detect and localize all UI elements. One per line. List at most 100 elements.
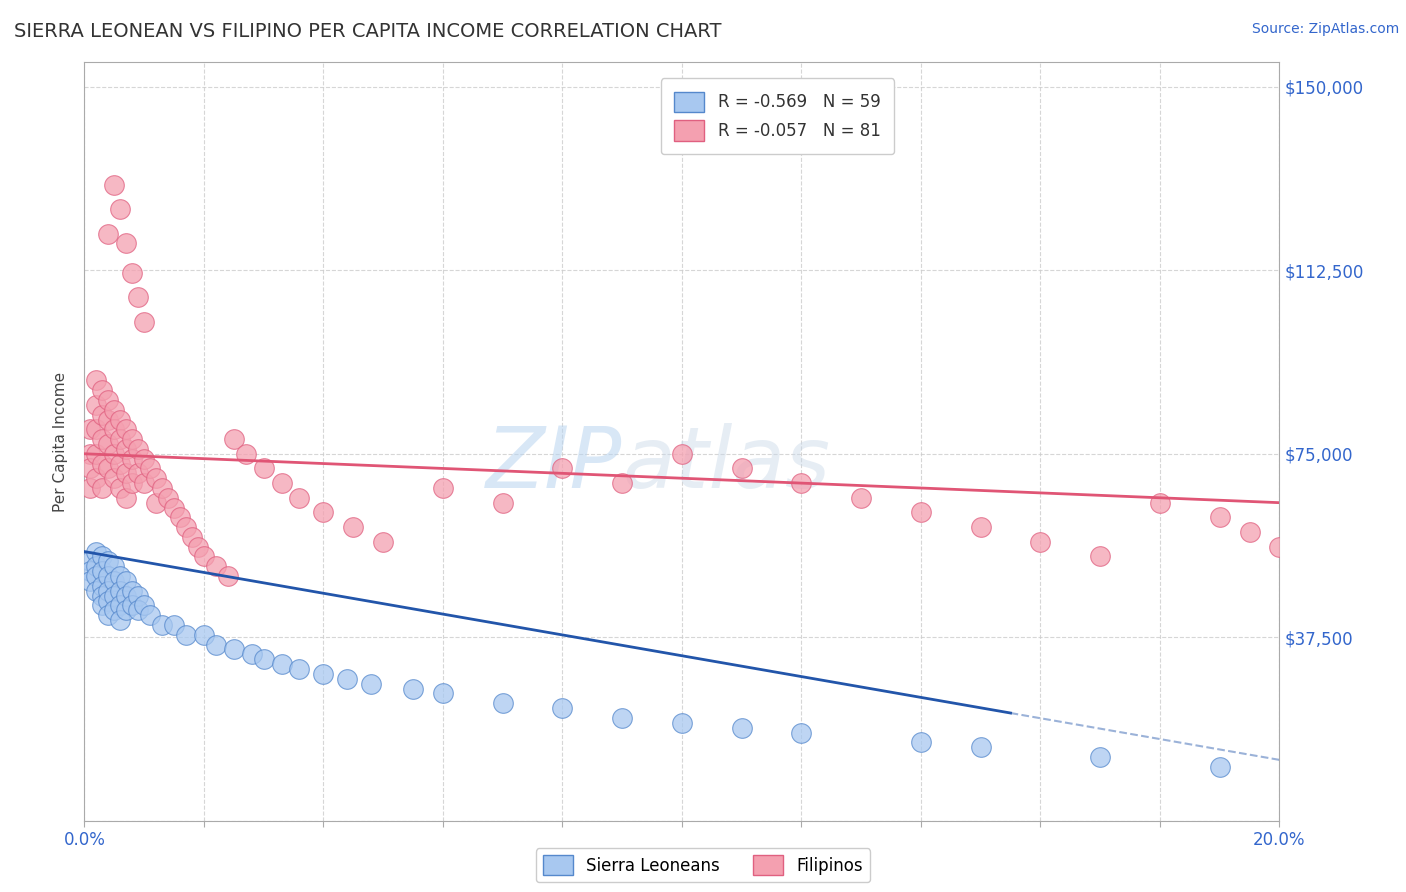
Point xyxy=(157,491,180,505)
Point xyxy=(222,642,245,657)
Point xyxy=(110,569,132,583)
Point xyxy=(91,599,114,613)
Point xyxy=(86,373,108,387)
Point xyxy=(169,510,191,524)
Point xyxy=(121,583,143,598)
Point xyxy=(79,461,101,475)
Point xyxy=(115,467,138,481)
Point xyxy=(492,696,515,710)
Point xyxy=(731,461,754,475)
Point xyxy=(187,540,209,554)
Point xyxy=(97,583,120,598)
Point xyxy=(91,432,114,446)
Text: ZIP: ZIP xyxy=(486,423,623,506)
Point xyxy=(1209,510,1232,524)
Point xyxy=(79,481,101,495)
Point xyxy=(235,447,257,461)
Point xyxy=(1090,750,1112,764)
Point xyxy=(103,402,125,417)
Point xyxy=(551,701,574,715)
Point xyxy=(1268,540,1291,554)
Point xyxy=(91,579,114,593)
Point xyxy=(97,554,120,568)
Point xyxy=(402,681,425,696)
Point xyxy=(103,574,125,588)
Point xyxy=(731,721,754,735)
Point xyxy=(79,564,101,578)
Point xyxy=(115,422,138,436)
Point xyxy=(222,432,245,446)
Point xyxy=(193,549,215,564)
Point xyxy=(110,613,132,627)
Point xyxy=(360,676,382,690)
Point xyxy=(145,471,167,485)
Point xyxy=(342,520,364,534)
Point xyxy=(174,628,197,642)
Point xyxy=(492,496,515,510)
Point xyxy=(174,520,197,534)
Point xyxy=(91,408,114,422)
Point xyxy=(110,457,132,471)
Point xyxy=(851,491,873,505)
Point xyxy=(432,686,454,700)
Point xyxy=(86,559,108,574)
Point xyxy=(127,467,149,481)
Point xyxy=(97,461,120,475)
Point xyxy=(115,236,138,251)
Point xyxy=(253,652,276,666)
Point xyxy=(181,530,204,544)
Point xyxy=(970,520,993,534)
Point xyxy=(1090,549,1112,564)
Point xyxy=(910,735,932,749)
Point xyxy=(115,574,138,588)
Point xyxy=(132,599,156,613)
Point xyxy=(127,290,149,304)
Point xyxy=(139,461,162,475)
Point xyxy=(1209,760,1232,774)
Point xyxy=(110,202,132,217)
Point xyxy=(86,422,108,436)
Point xyxy=(336,672,359,686)
Point xyxy=(110,583,132,598)
Point xyxy=(103,471,125,485)
Point xyxy=(103,589,125,603)
Text: Source: ZipAtlas.com: Source: ZipAtlas.com xyxy=(1251,22,1399,37)
Y-axis label: Per Capita Income: Per Capita Income xyxy=(53,371,69,512)
Point xyxy=(217,569,239,583)
Point xyxy=(97,392,120,407)
Point xyxy=(139,608,162,623)
Point xyxy=(86,398,108,412)
Point xyxy=(790,725,813,739)
Point xyxy=(970,740,993,755)
Point xyxy=(612,711,634,725)
Point xyxy=(91,564,114,578)
Point xyxy=(91,457,114,471)
Point xyxy=(163,500,186,515)
Point xyxy=(150,481,173,495)
Point xyxy=(288,662,311,676)
Text: atlas: atlas xyxy=(623,423,830,506)
Point xyxy=(79,574,101,588)
Point xyxy=(115,442,138,456)
Point xyxy=(910,506,932,520)
Point xyxy=(1239,524,1261,539)
Point xyxy=(91,383,114,397)
Point xyxy=(1029,534,1052,549)
Point xyxy=(121,266,143,280)
Point xyxy=(671,715,693,730)
Point xyxy=(288,491,311,505)
Point xyxy=(312,506,335,520)
Point xyxy=(110,599,132,613)
Point xyxy=(103,603,125,617)
Point xyxy=(373,534,395,549)
Point xyxy=(103,422,125,436)
Point xyxy=(103,559,125,574)
Point xyxy=(1149,496,1171,510)
Point xyxy=(97,569,120,583)
Point xyxy=(86,544,108,558)
Point xyxy=(790,476,813,491)
Point xyxy=(91,549,114,564)
Point xyxy=(115,589,138,603)
Point xyxy=(205,638,228,652)
Text: SIERRA LEONEAN VS FILIPINO PER CAPITA INCOME CORRELATION CHART: SIERRA LEONEAN VS FILIPINO PER CAPITA IN… xyxy=(14,22,721,41)
